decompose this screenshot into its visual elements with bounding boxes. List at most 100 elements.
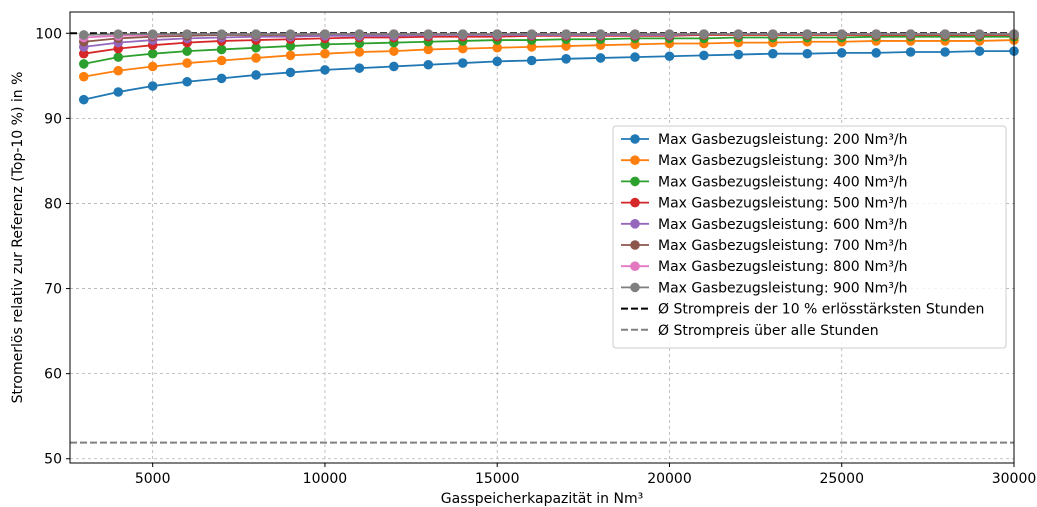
legend-label: Max Gasbezugsleistung: 600 Nm³/h: [658, 217, 907, 233]
data-point: [664, 29, 675, 39]
data-point: [113, 52, 124, 62]
legend-item: Max Gasbezugsleistung: 200 Nm³/h: [621, 132, 907, 148]
data-point: [699, 50, 709, 61]
data-point: [492, 29, 503, 39]
y-axis: 50 60 70 80 90 100: [35, 26, 70, 468]
data-point: [595, 53, 606, 63]
data-point: [526, 42, 537, 52]
data-point: [664, 51, 675, 62]
data-point: [216, 73, 227, 84]
y-tick-label: 70: [44, 282, 62, 298]
data-point: [78, 71, 89, 82]
data-point: [802, 29, 813, 39]
legend-swatch-marker: [630, 155, 640, 165]
data-point: [285, 29, 296, 39]
data-point: [182, 29, 192, 39]
data-point: [285, 41, 296, 51]
data-point: [389, 46, 399, 56]
data-point: [630, 29, 640, 39]
legend-swatch-marker: [630, 261, 640, 272]
legend-item: Max Gasbezugsleistung: 500 Nm³/h: [621, 196, 907, 212]
series-line: [83, 50, 1014, 101]
data-point: [216, 44, 227, 55]
series-2: [78, 35, 1019, 82]
data-point: [113, 87, 124, 97]
data-point: [836, 48, 847, 58]
legend: Max Gasbezugsleistung: 200 Nm³/h Max Gasb…: [612, 125, 1007, 349]
x-tick-label: 25000: [819, 471, 864, 487]
legend-label: Max Gasbezugsleistung: 900 Nm³/h: [658, 280, 907, 296]
data-point: [871, 48, 881, 58]
data-point: [78, 30, 89, 40]
data-point: [147, 61, 158, 72]
y-tick-label: 100: [35, 26, 62, 42]
legend-item: Max Gasbezugsleistung: 700 Nm³/h: [621, 238, 907, 254]
legend-item: Ø Strompreis über alle Stunden: [621, 323, 879, 339]
legend-label: Ø Strompreis über alle Stunden: [658, 323, 879, 339]
data-point: [699, 29, 709, 39]
legend-item: Max Gasbezugsleistung: 800 Nm³/h: [621, 259, 907, 275]
data-point: [147, 48, 158, 59]
legend-label: Max Gasbezugsleistung: 300 Nm³/h: [658, 153, 907, 169]
legend-item: Max Gasbezugsleistung: 600 Nm³/h: [621, 217, 907, 233]
data-point: [561, 41, 571, 51]
data-point: [768, 29, 778, 39]
legend-swatch-marker: [630, 176, 640, 187]
data-point: [457, 58, 468, 68]
series-1: [78, 46, 1019, 105]
data-point: [320, 48, 330, 59]
data-point: [320, 65, 330, 75]
legend-box: [612, 125, 1007, 349]
data-point: [802, 48, 813, 59]
data-point: [974, 29, 985, 39]
data-point: [871, 29, 881, 39]
legend-label: Max Gasbezugsleistung: 800 Nm³/h: [658, 259, 907, 275]
legend-label: Max Gasbezugsleistung: 200 Nm³/h: [658, 132, 907, 148]
y-tick-label: 60: [44, 367, 62, 383]
data-point: [974, 46, 985, 56]
data-point: [595, 29, 606, 39]
legend-label: Max Gasbezugsleistung: 400 Nm³/h: [658, 174, 907, 190]
data-point: [285, 67, 296, 78]
data-point: [457, 43, 468, 54]
plot-frame: [69, 11, 1015, 464]
legend-swatch-marker: [630, 134, 640, 144]
data-point: [354, 63, 365, 73]
data-point: [78, 94, 89, 105]
x-tick-label: 20000: [647, 471, 692, 487]
y-tick-label: 50: [44, 452, 62, 468]
data-point: [320, 29, 330, 39]
y-tick-label: 80: [44, 196, 62, 212]
data-point: [113, 29, 124, 39]
legend-swatch-marker: [630, 240, 640, 250]
series-line: [83, 35, 1014, 65]
data-point: [216, 29, 227, 39]
data-point: [733, 49, 744, 60]
x-tick-label: 5000: [135, 471, 171, 487]
data-point: [492, 56, 503, 67]
data-point: [940, 47, 950, 57]
data-point: [182, 76, 192, 87]
data-point: [768, 48, 778, 59]
data-point: [905, 47, 916, 57]
series-layer: [78, 29, 1019, 105]
y-tick-label: 90: [44, 111, 62, 127]
data-point: [354, 47, 365, 57]
data-point: [216, 55, 227, 66]
x-axis: 5000 10000 15000 20000 25000 30000: [135, 463, 1036, 487]
data-point: [940, 29, 950, 39]
legend-label: Max Gasbezugsleistung: 700 Nm³/h: [658, 238, 907, 254]
data-point: [389, 29, 399, 39]
legend-label: Max Gasbezugsleistung: 500 Nm³/h: [658, 196, 907, 212]
legend-label: Ø Strompreis der 10 % erlösstärksten Stu…: [658, 302, 984, 318]
data-point: [561, 54, 571, 64]
data-point: [423, 59, 434, 70]
legend-item: Max Gasbezugsleistung: 300 Nm³/h: [621, 153, 907, 169]
data-point: [113, 65, 124, 76]
data-point: [905, 29, 916, 39]
data-point: [630, 52, 640, 62]
data-point: [251, 53, 261, 63]
data-point: [182, 46, 192, 56]
data-point: [251, 29, 261, 39]
